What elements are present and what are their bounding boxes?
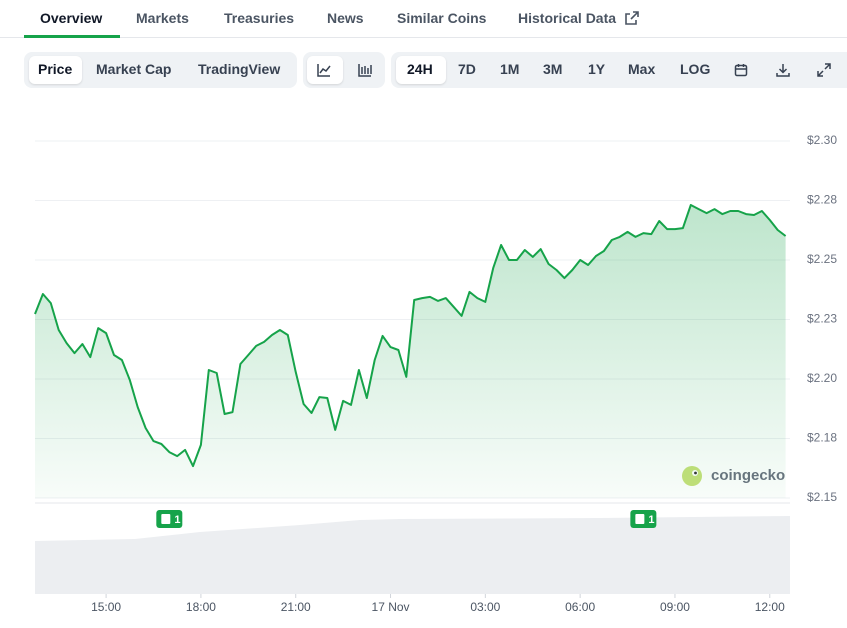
range-group [391, 52, 847, 88]
active-tab-underline [24, 35, 120, 38]
y-tick-label: $2.18 [807, 431, 837, 445]
area-fill [35, 205, 786, 498]
range-button[interactable]: 3M [543, 61, 563, 77]
download-icon[interactable] [775, 62, 791, 78]
active-pill [396, 56, 446, 84]
range-button[interactable]: Max [628, 61, 656, 77]
tab-divider [0, 37, 847, 38]
range-button[interactable]: LOG [680, 61, 711, 77]
x-tick-label: 03:00 [470, 600, 500, 614]
fullscreen-icon[interactable] [816, 62, 832, 78]
price-line [34, 204, 787, 468]
event-icon [161, 514, 171, 524]
event-marker[interactable]: 1 [630, 510, 657, 528]
y-tick-label: $2.15 [807, 490, 837, 504]
tab[interactable]: Markets [136, 10, 189, 26]
event-count: 1 [174, 514, 180, 526]
volume-band [35, 516, 790, 594]
range-button[interactable]: 1M [500, 61, 520, 77]
x-tick-label: 15:00 [91, 600, 121, 614]
tab[interactable]: Overview [40, 10, 103, 26]
tab[interactable]: Historical Data [518, 10, 617, 26]
x-tick-label: 21:00 [281, 600, 311, 614]
view-button[interactable]: Market Cap [96, 61, 172, 77]
view-button[interactable]: Price [38, 61, 73, 77]
external-link-icon [625, 11, 639, 25]
x-tick-label: 06:00 [565, 600, 595, 614]
event-count: 1 [648, 514, 654, 526]
candle-chart-icon[interactable] [357, 62, 373, 78]
range-button[interactable]: 24H [407, 61, 433, 77]
y-tick-label: $2.28 [807, 193, 837, 207]
event-icon [635, 514, 645, 524]
active-pill [29, 56, 82, 84]
tab[interactable]: News [327, 10, 364, 26]
y-tick-label: $2.30 [807, 133, 837, 147]
range-button[interactable]: 1Y [588, 61, 606, 77]
x-tick-label: 18:00 [186, 600, 216, 614]
x-tick-label: 09:00 [660, 600, 690, 614]
event-marker[interactable]: 1 [156, 510, 183, 528]
calendar-icon[interactable] [733, 62, 749, 78]
y-tick-label: $2.23 [807, 312, 837, 326]
x-tick-label: 17 Nov [372, 600, 410, 614]
x-tick-label: 12:00 [755, 600, 785, 614]
line-chart-icon[interactable] [316, 62, 332, 78]
y-tick-label: $2.20 [807, 371, 837, 385]
range-button[interactable]: 7D [458, 61, 476, 77]
view-button[interactable]: TradingView [198, 61, 281, 77]
y-tick-label: $2.25 [807, 252, 837, 266]
tab[interactable]: Treasuries [224, 10, 295, 26]
tab[interactable]: Similar Coins [397, 10, 487, 26]
